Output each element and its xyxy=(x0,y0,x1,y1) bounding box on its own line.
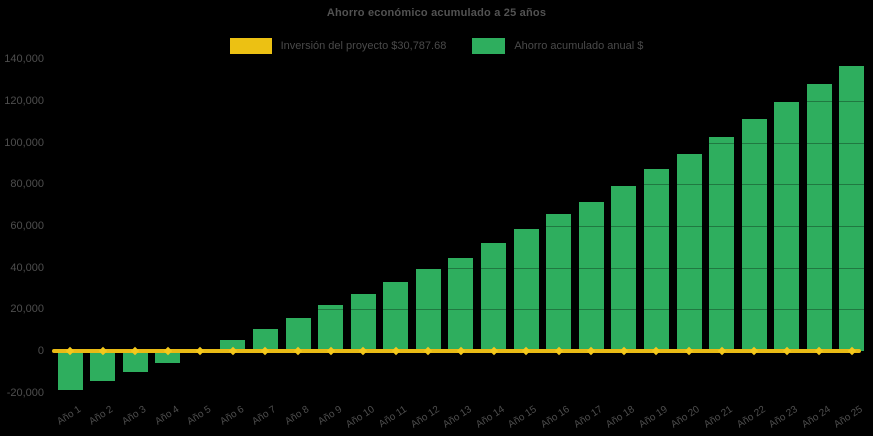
x-tick-label: Año 1 xyxy=(55,404,83,428)
y-tick-label: 100,000 xyxy=(4,136,44,149)
x-tick-label: Año 5 xyxy=(185,404,214,428)
x-tick-label: Año 20 xyxy=(669,404,703,431)
x-tick-label: Año 10 xyxy=(343,404,377,431)
x-tick-label: Año 8 xyxy=(283,404,312,428)
x-tick-label: Año 19 xyxy=(636,404,670,431)
y-tick-label: 0 xyxy=(37,345,44,357)
legend-swatch-investment-icon xyxy=(229,38,272,54)
bar[interactable] xyxy=(350,294,376,351)
bar[interactable] xyxy=(481,242,507,351)
x-tick-label: Año 17 xyxy=(571,404,605,431)
bar[interactable] xyxy=(546,214,572,351)
x-tick-label: Año 6 xyxy=(217,404,246,428)
x-tick-label: Año 24 xyxy=(799,404,833,431)
bar[interactable] xyxy=(415,269,441,351)
x-tick-label: Año 3 xyxy=(120,404,149,428)
bar[interactable] xyxy=(383,281,409,351)
y-tick-label: 20,000 xyxy=(10,303,44,316)
y-tick-label: 140,000 xyxy=(4,53,44,66)
bar[interactable] xyxy=(676,153,702,351)
gridline xyxy=(50,100,866,102)
gridline xyxy=(50,142,866,144)
x-tick-label: Año 23 xyxy=(767,404,800,431)
legend: Inversión del proyecto $30,787.68 Ahorro… xyxy=(0,37,873,55)
bar[interactable] xyxy=(774,101,800,351)
bar[interactable] xyxy=(220,339,246,351)
investment-line[interactable] xyxy=(52,349,861,353)
bar[interactable] xyxy=(122,351,148,372)
x-tick-label: Año 9 xyxy=(315,404,344,428)
gridline xyxy=(50,184,866,186)
bar[interactable] xyxy=(643,168,669,351)
bar[interactable] xyxy=(839,65,865,351)
bar[interactable] xyxy=(611,185,637,351)
x-tick-label: Año 7 xyxy=(250,404,279,428)
bar[interactable] xyxy=(578,201,604,351)
x-tick-label: Año 4 xyxy=(152,404,181,428)
bar[interactable] xyxy=(285,317,311,351)
x-tick-label: Año 15 xyxy=(506,404,540,431)
x-tick-label: Año 25 xyxy=(832,404,865,431)
bar[interactable] xyxy=(90,351,116,382)
gridline xyxy=(50,225,866,227)
bar[interactable] xyxy=(741,119,767,351)
y-tick-label: 60,000 xyxy=(10,219,44,232)
bar[interactable] xyxy=(513,229,539,351)
legend-item-savings[interactable]: Ahorro acumulado anual $ xyxy=(472,38,643,54)
gridline xyxy=(50,392,866,394)
legend-item-investment[interactable]: Inversión del proyecto $30,787.68 xyxy=(229,38,447,54)
y-tick-label: 120,000 xyxy=(4,94,44,107)
x-tick-label: Año 12 xyxy=(408,404,442,431)
bar[interactable] xyxy=(318,305,344,351)
legend-label-savings: Ahorro acumulado anual $ xyxy=(514,40,644,52)
gridline xyxy=(50,267,866,269)
bar[interactable] xyxy=(448,257,474,351)
bar[interactable] xyxy=(806,84,832,351)
x-tick-label: Año 2 xyxy=(87,404,116,428)
y-tick-label: -20,000 xyxy=(6,386,44,399)
bar[interactable] xyxy=(709,136,735,351)
legend-label-investment: Inversión del proyecto $30,787.68 xyxy=(280,40,447,52)
x-tick-label: Año 21 xyxy=(702,404,735,431)
x-tick-label: Año 14 xyxy=(474,404,507,431)
chart-title: Ahorro económico acumulado a 25 años xyxy=(326,7,547,19)
x-tick-label: Año 11 xyxy=(376,404,409,431)
x-tick-label: Año 22 xyxy=(734,404,768,431)
x-tick-label: Año 16 xyxy=(539,404,572,431)
y-tick-label: 40,000 xyxy=(10,261,44,274)
x-tick-label: Año 13 xyxy=(441,404,474,431)
legend-swatch-savings-icon xyxy=(472,38,506,54)
x-tick-label: Año 18 xyxy=(604,404,637,431)
bar[interactable] xyxy=(57,351,83,390)
y-tick-label: 80,000 xyxy=(10,178,44,191)
bar[interactable] xyxy=(155,351,181,363)
gridline xyxy=(50,309,866,311)
gridline xyxy=(50,59,866,61)
bar[interactable] xyxy=(252,329,278,351)
